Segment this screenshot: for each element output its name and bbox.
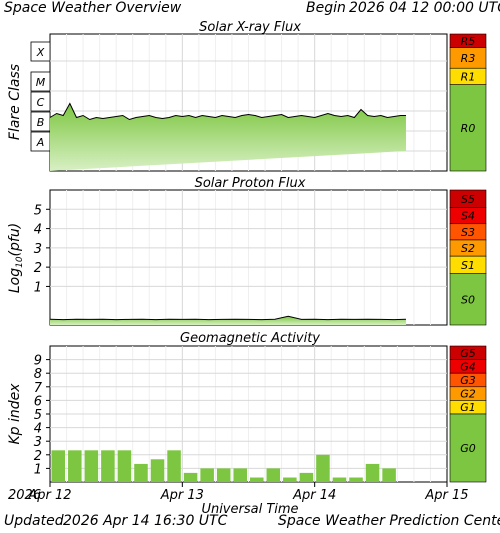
kp-ytick-label: 2 [34,449,42,464]
scale-label-g4: G4 [460,360,476,373]
kp-bar [216,468,231,482]
kp-bar [283,477,297,482]
kp-bar [51,450,66,482]
kp-bar [183,472,198,482]
updated-label: Updated [4,513,64,529]
x-tick-label-apr-15: Apr 15 [424,488,468,503]
scale-label-r1: R1 [461,70,476,83]
xray-flux-line [49,102,406,121]
kp-ytick-label: 3 [34,435,42,450]
kp-bar [200,468,214,482]
kp-bar [250,477,264,482]
kp-bar [68,450,82,482]
x-axis-year: 2026 [8,488,41,503]
page-title: Space Weather Overview [4,0,182,16]
scale-label-g2: G2 [460,388,476,401]
proton-ytick-label: 1 [34,280,42,295]
kp-ytick-label: 5 [34,408,42,423]
proton-ytick-label: 3 [34,242,42,257]
proton-ytick-label: 2 [34,261,42,276]
scale-label-s4: S4 [461,210,475,223]
flare-class-box-x [30,41,51,62]
flare-class-label-b: B [37,116,45,129]
kp-ytick-label: 6 [34,394,42,409]
scale-label-s5: S5 [461,193,475,206]
credit: Space Weather Prediction Center [278,513,500,529]
scale-label-g5: G5 [460,347,476,360]
kp-ytick-label: 8 [34,367,42,382]
kp-ylabel: Kp index [7,383,23,445]
kp-bar [299,472,314,482]
kp-bar [84,450,99,482]
proton-flux-area [50,316,406,325]
xray-flux-area [50,103,406,171]
flare-class-box-m [30,71,51,92]
x-axis-title: Universal Time [201,502,298,517]
scale-cell-r0 [449,84,487,172]
scale-label-s3: S3 [461,226,475,239]
kp-bar [316,454,330,482]
kp-bar [150,459,165,482]
proton-ylabel: Log10(pfu) [7,223,25,293]
flare-class-label-c: C [37,96,45,109]
kp-ytick-label: 7 [34,381,43,396]
flare-class-label-a: A [36,136,45,149]
flare-class-box-c [30,91,51,112]
scale-label-s0: S0 [461,293,475,306]
proton-flux-line [49,315,406,321]
kp-bar [349,477,363,482]
kp-bar [266,468,281,482]
flare-class-label-m: M [36,76,46,89]
x-tick-label-apr-12: Apr 12 [27,488,71,503]
kp-bar [382,468,396,482]
x-tick-label-apr-14: Apr 14 [292,488,336,503]
kp-bar [365,463,380,482]
flare-class-label-x: X [36,46,45,59]
kp-ytick-label: 1 [34,462,42,477]
scale-label-g3: G3 [460,374,476,387]
proton-ytick-label: 4 [34,223,42,238]
kp-bar [233,468,247,482]
scale-label-r0: R0 [461,122,476,135]
scale-label-r3: R3 [461,52,476,65]
kp-bar [101,450,115,482]
kp-ytick-label: 9 [34,354,42,369]
x-tick-label-apr-13: Apr 13 [160,488,204,503]
scale-label-s1: S1 [461,259,475,272]
kp-bar [134,463,148,482]
kp-ytick-label: 4 [34,422,42,437]
kp-bar [117,450,132,482]
scale-label-g0: G0 [460,442,476,455]
proton-ytick-label: 5 [34,203,42,218]
scale-label-s2: S2 [461,242,475,255]
scale-cell-g0 [449,413,487,483]
updated-value: 2026 Apr 14 16:30 UTC [63,513,228,529]
kp-bar [332,477,347,482]
scale-label-r5: R5 [461,35,476,48]
begin-label: Begin [306,0,346,16]
kp-bar [167,450,181,482]
xray-ylabel: Flare Class [7,64,23,140]
scale-cell-s0 [449,273,487,326]
xray-title: Solar X-ray Flux [199,20,301,35]
begin-value: 2026 04 12 00:00 UTC [349,0,500,16]
proton-title: Solar Proton Flux [195,176,306,191]
scale-label-g1: G1 [460,401,476,414]
geomagnetic-title: Geomagnetic Activity [180,331,320,346]
